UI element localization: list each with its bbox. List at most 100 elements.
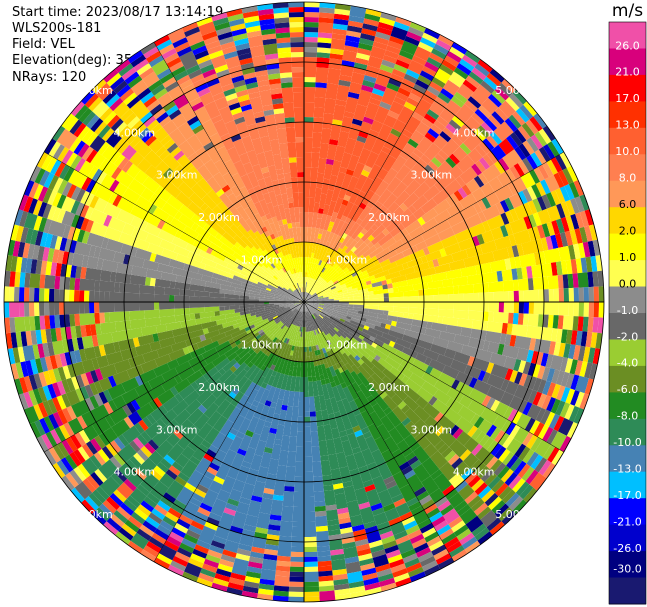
colorbar-tick-label: 0.0: [619, 277, 637, 290]
velocity-gate: [289, 592, 304, 597]
velocity-gate: [304, 547, 317, 552]
range-ring-label: 5.00km: [71, 84, 113, 97]
range-ring-label: 2.00km: [198, 381, 240, 394]
velocity-gate: [64, 302, 79, 315]
velocity-gate: [239, 299, 244, 302]
range-ring-label: 5.00km: [71, 508, 113, 521]
velocity-gate: [274, 576, 289, 587]
range-ring-label: 4.00km: [114, 126, 156, 139]
colorbar-tick-label: -26.0: [613, 542, 641, 555]
velocity-gate: [297, 417, 304, 432]
velocity-gate: [326, 509, 338, 520]
velocity-gate: [291, 547, 304, 552]
velocity-gate: [312, 147, 320, 153]
velocity-gate: [4, 302, 9, 318]
velocity-gate: [296, 432, 304, 447]
velocity-gate: [287, 142, 296, 158]
velocity-gate: [281, 82, 293, 88]
velocity-gate: [39, 288, 44, 302]
velocity-gate: [409, 302, 424, 308]
velocity-gate: [19, 287, 24, 302]
velocity-gate: [403, 313, 409, 319]
velocity-gate: [579, 302, 584, 317]
velocity-gate: [315, 87, 327, 98]
velocity-gate: [442, 279, 453, 288]
velocity-gate: [89, 302, 94, 313]
velocity-gate: [384, 293, 389, 298]
velocity-gate: [292, 222, 297, 228]
velocity-gate: [529, 302, 534, 314]
range-ring-label: 3.00km: [156, 169, 198, 182]
velocity-gate: [493, 312, 509, 324]
colorbar-tick-label: 17.0: [615, 92, 640, 105]
velocity-gate: [563, 316, 574, 331]
range-ring-label: 3.00km: [411, 423, 453, 436]
velocity-gate: [69, 277, 75, 290]
velocity-gate: [292, 77, 304, 87]
velocity-gate: [189, 296, 199, 302]
velocity-gate: [523, 314, 529, 326]
velocity-gate: [584, 302, 589, 317]
velocity-gate: [299, 212, 304, 227]
range-ring-label: 2.00km: [368, 211, 410, 224]
velocity-gate: [289, 12, 304, 17]
colorbar: m/s26.021.017.013.010.08.06.02.01.00.0-1…: [609, 1, 646, 605]
range-ring-label: 2.00km: [368, 381, 410, 394]
velocity-gate: [276, 37, 290, 43]
velocity-gate: [288, 198, 294, 204]
velocity-gate: [29, 302, 34, 316]
velocity-gate: [289, 17, 304, 22]
velocity-gate: [473, 283, 489, 293]
velocity-gate: [215, 311, 221, 316]
velocity-gate: [304, 552, 317, 557]
velocity-gate: [315, 82, 327, 88]
velocity-gate: [518, 313, 524, 325]
velocity-gate: [124, 283, 140, 293]
velocity-gate: [54, 289, 59, 302]
velocity-gate: [304, 167, 311, 182]
velocity-gate: [89, 291, 94, 302]
velocity-gate: [318, 22, 333, 33]
velocity-gate: [299, 207, 304, 212]
velocity-gate: [84, 291, 89, 303]
velocity-gate: [315, 511, 327, 517]
velocity-gate: [49, 289, 54, 302]
velocity-gate: [288, 597, 304, 602]
velocity-gate: [314, 107, 325, 118]
velocity-gate: [319, 590, 335, 601]
velocity-gate: [599, 286, 604, 302]
velocity-gate: [281, 506, 293, 522]
velocity-gate: [383, 310, 389, 315]
velocity-gate: [304, 397, 310, 412]
velocity-gate: [589, 302, 594, 317]
velocity-gate: [304, 2, 320, 7]
range-ring-label: 5.00km: [495, 508, 537, 521]
velocity-gate: [189, 302, 204, 308]
velocity-gate: [154, 294, 169, 302]
velocity-gate: [304, 557, 318, 562]
velocity-gate: [159, 302, 174, 310]
velocity-gate: [289, 577, 304, 582]
velocity-gate: [296, 447, 304, 462]
velocity-gate: [290, 572, 304, 577]
velocity-gate: [454, 302, 469, 311]
velocity-gate: [114, 282, 120, 292]
velocity-gate: [301, 362, 304, 367]
velocity-gate: [379, 302, 394, 307]
velocity-gate: [349, 304, 354, 307]
velocity-gate: [548, 315, 554, 328]
velocity-gate: [349, 297, 354, 300]
velocity-gate: [94, 313, 100, 324]
velocity-gate: [511, 324, 527, 337]
velocity-gate: [304, 412, 310, 417]
velocity-gate: [526, 326, 543, 340]
velocity-gate: [29, 273, 40, 288]
range-ring-label: 3.00km: [156, 423, 198, 436]
velocity-gate: [84, 302, 89, 314]
velocity-gate: [315, 516, 327, 527]
velocity-gate: [44, 288, 49, 302]
velocity-gate: [508, 313, 514, 324]
velocity-gate: [304, 22, 319, 27]
velocity-gate: [99, 281, 115, 293]
velocity-gate: [54, 276, 60, 289]
